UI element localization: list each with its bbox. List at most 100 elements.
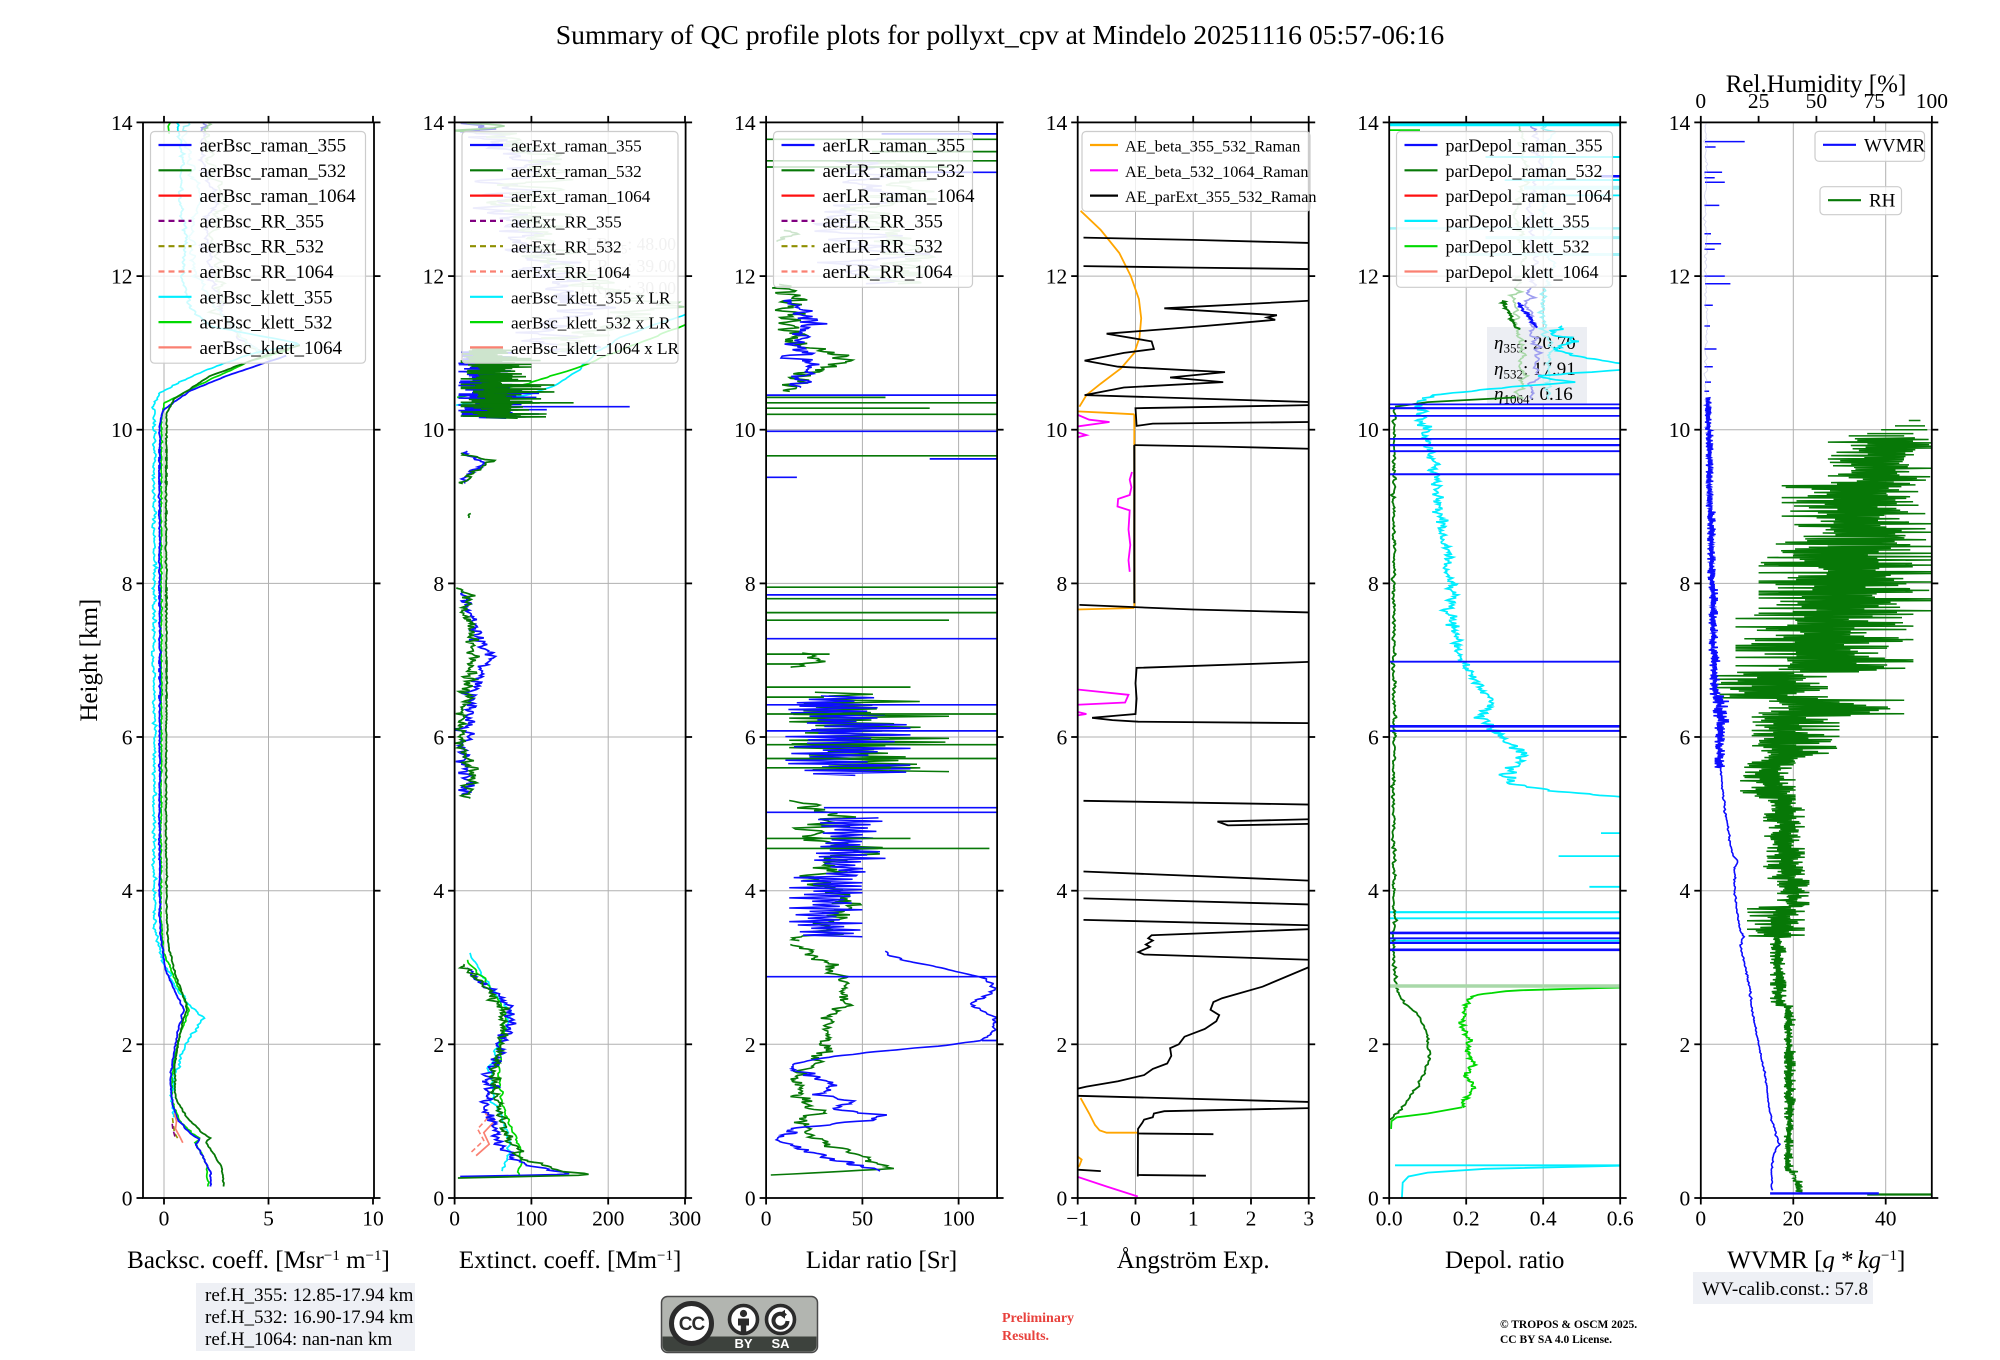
svg-text:Depol. ratio: Depol. ratio bbox=[1445, 1247, 1564, 1274]
svg-text:ref.H_532: 16.90-17.94 km: ref.H_532: 16.90-17.94 km bbox=[205, 1307, 414, 1328]
svg-text:aerLR_RR_355: aerLR_RR_355 bbox=[823, 211, 943, 232]
svg-text:Results.: Results. bbox=[1002, 1329, 1049, 1344]
svg-text:10: 10 bbox=[362, 1207, 384, 1231]
svg-text:4: 4 bbox=[1368, 879, 1379, 903]
svg-text:12: 12 bbox=[1669, 265, 1691, 289]
svg-text:0: 0 bbox=[159, 1207, 170, 1231]
svg-text:0: 0 bbox=[122, 1187, 133, 1211]
svg-text:10: 10 bbox=[423, 418, 445, 442]
svg-text:WV-calib.const.: 57.8: WV-calib.const.: 57.8 bbox=[1702, 1279, 1868, 1300]
svg-text:10: 10 bbox=[1046, 418, 1068, 442]
svg-text:10: 10 bbox=[1669, 418, 1691, 442]
svg-text:100: 100 bbox=[942, 1207, 974, 1231]
svg-text:20: 20 bbox=[1783, 1207, 1805, 1231]
svg-text:100: 100 bbox=[1916, 89, 1948, 113]
svg-text:12: 12 bbox=[1357, 265, 1379, 289]
svg-text:Preliminary: Preliminary bbox=[1002, 1311, 1074, 1326]
svg-text:8: 8 bbox=[122, 572, 133, 596]
svg-text:ref.H_355: 12.85-17.94 km: ref.H_355: 12.85-17.94 km bbox=[205, 1285, 414, 1306]
svg-text:12: 12 bbox=[423, 265, 445, 289]
svg-text:Ångström Exp.: Ångström Exp. bbox=[1117, 1247, 1270, 1274]
svg-text:0: 0 bbox=[1695, 1207, 1706, 1231]
svg-text:6: 6 bbox=[122, 726, 133, 750]
svg-text:0: 0 bbox=[745, 1187, 756, 1211]
svg-text:5: 5 bbox=[263, 1207, 274, 1231]
svg-text:aerBsc_raman_532: aerBsc_raman_532 bbox=[200, 161, 347, 182]
svg-text:parDepol_klett_1064: parDepol_klett_1064 bbox=[1446, 262, 1599, 282]
svg-text:0: 0 bbox=[433, 1187, 444, 1211]
svg-text:12: 12 bbox=[1046, 265, 1068, 289]
svg-text:0.6: 0.6 bbox=[1607, 1207, 1634, 1231]
svg-text:12: 12 bbox=[111, 265, 133, 289]
svg-text:−1: −1 bbox=[1066, 1207, 1089, 1231]
svg-text:Backsc. coeff. [Msr−1 m−1]: Backsc. coeff. [Msr−1 m−1] bbox=[127, 1247, 390, 1274]
svg-text:parDepol_klett_355: parDepol_klett_355 bbox=[1446, 211, 1590, 231]
svg-text:η1064: 0.16: η1064: 0.16 bbox=[1494, 384, 1573, 407]
svg-text:2: 2 bbox=[433, 1033, 444, 1057]
svg-text:8: 8 bbox=[1680, 572, 1691, 596]
svg-text:aerBsc_RR_532: aerBsc_RR_532 bbox=[200, 237, 325, 258]
svg-text:0.2: 0.2 bbox=[1453, 1207, 1480, 1231]
svg-text:Summary of QC profile plots fo: Summary of QC profile plots for pollyxt_… bbox=[556, 19, 1445, 50]
svg-text:4: 4 bbox=[433, 879, 444, 903]
svg-text:14: 14 bbox=[1357, 111, 1379, 135]
svg-text:CC BY SA 4.0 License.: CC BY SA 4.0 License. bbox=[1500, 1334, 1612, 1346]
svg-text:aerLR_raman_355: aerLR_raman_355 bbox=[823, 136, 965, 157]
svg-text:WVMR: WVMR bbox=[1864, 135, 1926, 156]
svg-text:parDepol_raman_532: parDepol_raman_532 bbox=[1446, 161, 1603, 181]
svg-text:14: 14 bbox=[734, 111, 756, 135]
svg-text:aerBsc_klett_532: aerBsc_klett_532 bbox=[200, 313, 333, 334]
svg-text:1: 1 bbox=[1188, 1207, 1199, 1231]
svg-text:aerExt_raman_1064: aerExt_raman_1064 bbox=[511, 187, 651, 206]
svg-text:10: 10 bbox=[111, 418, 133, 442]
svg-text:aerBsc_raman_1064: aerBsc_raman_1064 bbox=[200, 186, 357, 207]
svg-text:6: 6 bbox=[1056, 726, 1067, 750]
svg-text:0.0: 0.0 bbox=[1376, 1207, 1403, 1231]
svg-text:6: 6 bbox=[745, 726, 756, 750]
svg-text:aerLR_RR_1064: aerLR_RR_1064 bbox=[823, 262, 953, 283]
svg-text:8: 8 bbox=[1368, 572, 1379, 596]
svg-text:50: 50 bbox=[852, 1207, 874, 1231]
svg-text:8: 8 bbox=[433, 572, 444, 596]
svg-text:aerLR_raman_532: aerLR_raman_532 bbox=[823, 161, 965, 182]
svg-text:14: 14 bbox=[111, 111, 133, 135]
svg-text:BY: BY bbox=[734, 1336, 752, 1351]
svg-text:aerBsc_RR_1064: aerBsc_RR_1064 bbox=[200, 262, 335, 283]
svg-text:0: 0 bbox=[1056, 1187, 1067, 1211]
svg-text:aerBsc_RR_355: aerBsc_RR_355 bbox=[200, 211, 325, 232]
svg-text:0: 0 bbox=[1130, 1207, 1141, 1231]
svg-text:2: 2 bbox=[1368, 1033, 1379, 1057]
svg-text:aerExt_raman_355: aerExt_raman_355 bbox=[511, 137, 642, 156]
svg-text:aerBsc_klett_532 x LR: aerBsc_klett_532 x LR bbox=[511, 314, 671, 333]
svg-text:14: 14 bbox=[423, 111, 445, 135]
svg-text:AE_beta_355_532_Raman: AE_beta_355_532_Raman bbox=[1125, 138, 1300, 156]
svg-text:© TROPOS & OSCM 2025.: © TROPOS & OSCM 2025. bbox=[1500, 1319, 1637, 1331]
svg-text:2: 2 bbox=[122, 1033, 133, 1057]
svg-text:6: 6 bbox=[1680, 726, 1691, 750]
svg-text:Lidar ratio [Sr]: Lidar ratio [Sr] bbox=[806, 1247, 957, 1274]
svg-text:aerExt_raman_532: aerExt_raman_532 bbox=[511, 162, 642, 181]
svg-text:aerBsc_klett_355 x LR: aerBsc_klett_355 x LR bbox=[511, 288, 671, 307]
svg-text:ref.H_1064: nan-nan km: ref.H_1064: nan-nan km bbox=[205, 1329, 393, 1350]
svg-text:aerBsc_raman_355: aerBsc_raman_355 bbox=[200, 136, 347, 157]
svg-text:0: 0 bbox=[761, 1207, 772, 1231]
svg-text:14: 14 bbox=[1046, 111, 1068, 135]
svg-text:aerExt_RR_1064: aerExt_RR_1064 bbox=[511, 263, 631, 282]
svg-text:Extinct. coeff. [Mm−1]: Extinct. coeff. [Mm−1] bbox=[459, 1247, 681, 1274]
svg-text:4: 4 bbox=[1680, 879, 1691, 903]
svg-text:Rel.Humidity [%]: Rel.Humidity [%] bbox=[1726, 71, 1907, 98]
svg-text:0.4: 0.4 bbox=[1530, 1207, 1557, 1231]
svg-text:aerExt_RR_355: aerExt_RR_355 bbox=[511, 212, 622, 231]
svg-text:100: 100 bbox=[515, 1207, 547, 1231]
svg-text:4: 4 bbox=[745, 879, 756, 903]
svg-text:0: 0 bbox=[1695, 89, 1706, 113]
svg-text:6: 6 bbox=[433, 726, 444, 750]
svg-text:AE_beta_532_1064_Raman: AE_beta_532_1064_Raman bbox=[1125, 163, 1308, 181]
svg-text:2: 2 bbox=[1680, 1033, 1691, 1057]
svg-text:200: 200 bbox=[592, 1207, 624, 1231]
svg-text:AE_parExt_355_532_Raman: AE_parExt_355_532_Raman bbox=[1125, 188, 1317, 206]
svg-text:2: 2 bbox=[1056, 1033, 1067, 1057]
svg-text:aerBsc_klett_1064 x LR: aerBsc_klett_1064 x LR bbox=[511, 339, 680, 358]
svg-text:aerExt_RR_532: aerExt_RR_532 bbox=[511, 238, 622, 257]
svg-text:parDepol_klett_532: parDepol_klett_532 bbox=[1446, 237, 1590, 257]
